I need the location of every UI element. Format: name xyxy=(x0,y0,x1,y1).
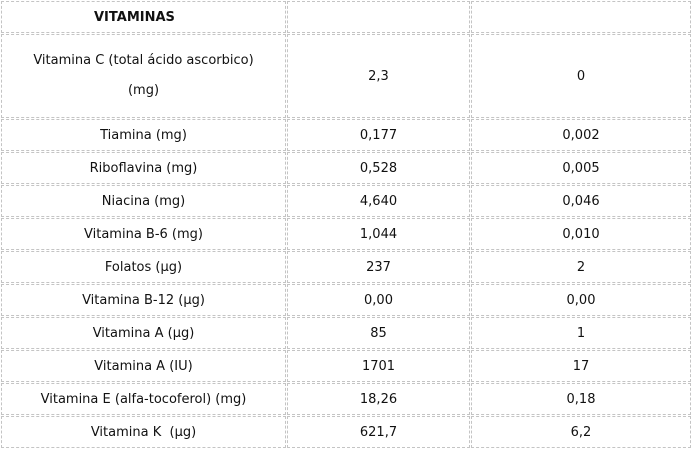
table-row: Vitamina E (alfa-tocoferol) (mg) 18,26 0,1… xyxy=(1,383,691,415)
table-row: Vitamina B-6 (mg) 1,044 0,010 xyxy=(1,218,691,250)
nutrient-value: 0,010 xyxy=(471,218,691,250)
table-row: Vitamina A (µg) 85 1 xyxy=(1,317,691,349)
nutrient-name: Vitamina C (total ácido ascorbico) (mg) xyxy=(1,34,286,118)
nutrient-name: Folatos (µg) xyxy=(1,251,286,283)
cell-text: Vitamina C (total ácido ascorbico) (mg) xyxy=(33,53,258,98)
nutrient-value: 17 xyxy=(471,350,691,382)
nutrient-name: Vitamina B-6 (mg) xyxy=(1,218,286,250)
nutrient-value: 1,044 xyxy=(287,218,470,250)
nutrient-value: 1 xyxy=(471,317,691,349)
nutrient-name: Vitamina B-12 (µg) xyxy=(1,284,286,316)
table-row: Folatos (µg) 237 2 xyxy=(1,251,691,283)
table-row: Vitamina A (IU) 1701 17 xyxy=(1,350,691,382)
nutrient-value: 0,046 xyxy=(471,185,691,217)
table-row: Tiamina (mg) 0,177 0,002 xyxy=(1,119,691,151)
table-body: VITAMINAS Vitamina C (total ácido ascorb… xyxy=(1,1,691,448)
table-row: Niacina (mg) 4,640 0,046 xyxy=(1,185,691,217)
table-row: Vitamina C (total ácido ascorbico) (mg) 2… xyxy=(1,34,691,118)
nutrient-value: 621,7 xyxy=(287,416,470,448)
nutrient-value: 0,177 xyxy=(287,119,470,151)
nutrient-value: 18,26 xyxy=(287,383,470,415)
table-row: Riboflavina (mg) 0,528 0,005 xyxy=(1,152,691,184)
nutrient-value: 237 xyxy=(287,251,470,283)
nutrient-name: Vitamina A (µg) xyxy=(1,317,286,349)
nutrient-name: Riboflavina (mg) xyxy=(1,152,286,184)
header-row: VITAMINAS xyxy=(1,1,691,33)
nutrient-name: Vitamina K (µg) xyxy=(1,416,286,448)
nutrient-value: 2,3 xyxy=(287,34,470,118)
nutrient-value: 0,00 xyxy=(287,284,470,316)
nutrient-value: 6,2 xyxy=(471,416,691,448)
nutrient-value: 2 xyxy=(471,251,691,283)
nutrient-value: 0,00 xyxy=(471,284,691,316)
nutrient-value: 0,18 xyxy=(471,383,691,415)
nutrient-name: Tiamina (mg) xyxy=(1,119,286,151)
nutrient-value: 0,005 xyxy=(471,152,691,184)
table-row: Vitamina K (µg) 621,7 6,2 xyxy=(1,416,691,448)
nutrient-value: 1701 xyxy=(287,350,470,382)
table-title: VITAMINAS xyxy=(1,1,286,33)
nutrient-value: 0,528 xyxy=(287,152,470,184)
table-row: Vitamina B-12 (µg) 0,00 0,00 xyxy=(1,284,691,316)
nutrient-value: 85 xyxy=(287,317,470,349)
nutrient-name: Vitamina A (IU) xyxy=(1,350,286,382)
nutrient-value: 0 xyxy=(471,34,691,118)
empty-cell xyxy=(471,1,691,33)
empty-cell xyxy=(287,1,470,33)
nutrient-value: 0,002 xyxy=(471,119,691,151)
nutrient-value: 4,640 xyxy=(287,185,470,217)
nutrient-name: Niacina (mg) xyxy=(1,185,286,217)
nutrient-name: Vitamina E (alfa-tocoferol) (mg) xyxy=(1,383,286,415)
